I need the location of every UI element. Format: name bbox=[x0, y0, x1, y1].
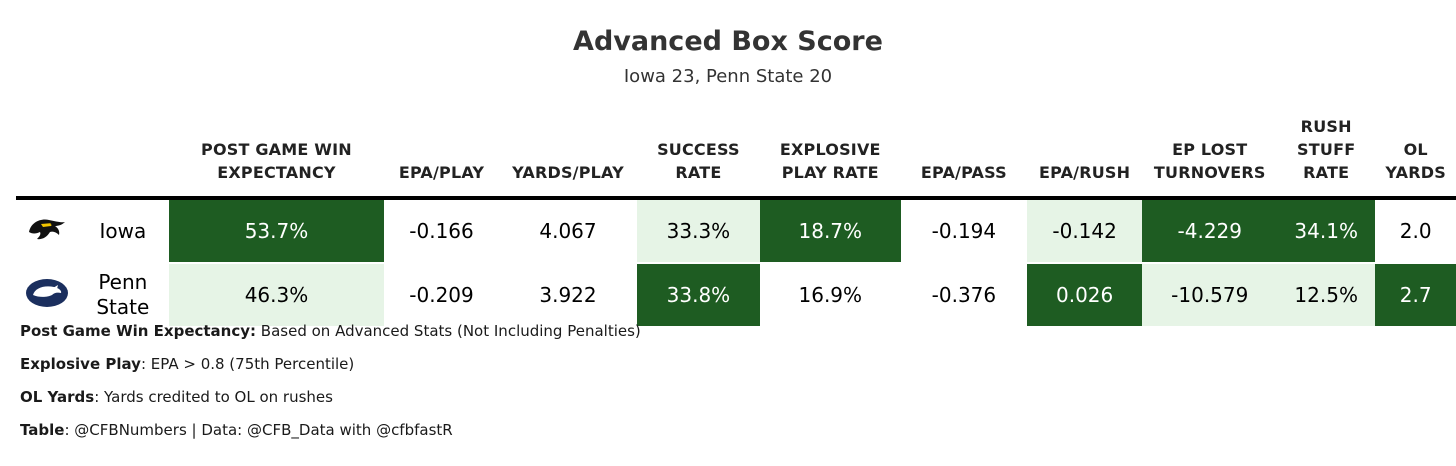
footnote-ol-yards: OL Yards: Yards credited to OL on rushes bbox=[20, 386, 641, 419]
team-name: Iowa bbox=[77, 198, 169, 264]
data-cell: 18.7% bbox=[759, 198, 901, 264]
data-cell: 3.922 bbox=[498, 263, 638, 326]
footnote-credits: Table: @CFBNumbers | Data: @CFB_Data wit… bbox=[20, 419, 641, 452]
data-cell: 2.0 bbox=[1375, 198, 1456, 264]
col-header-success-rate: SUCCESS RATE bbox=[637, 104, 760, 200]
col-header-explosive-play-rate: EXPLOSIVE PLAY RATE bbox=[759, 104, 901, 200]
logo-cell bbox=[16, 198, 78, 264]
penn-state-nittany-lion-icon bbox=[25, 278, 68, 307]
footnotes: Post Game Win Expectancy: Based on Advan… bbox=[20, 320, 641, 452]
chart-subtitle: Iowa 23, Penn State 20 bbox=[623, 66, 833, 87]
data-cell: -0.376 bbox=[901, 263, 1027, 326]
data-cell: 33.3% bbox=[637, 198, 760, 264]
col-header-epa-play: EPA/PLAY bbox=[384, 104, 499, 200]
box-score-table: POST GAME WIN EXPECTANCY EPA/PLAY YARDS/… bbox=[16, 104, 1456, 326]
data-cell: 16.9% bbox=[759, 263, 901, 326]
footnote-label: OL Yards bbox=[20, 388, 95, 406]
data-cell: 46.3% bbox=[168, 263, 385, 326]
team-name: Penn State bbox=[96, 270, 150, 319]
data-cell: 34.1% bbox=[1277, 198, 1376, 264]
col-header-epa-rush: EPA/RUSH bbox=[1026, 104, 1143, 200]
footnote-text: : @CFBNumbers | Data: @CFB_Data with @cf… bbox=[64, 421, 453, 439]
col-header-ep-lost-turnovers: EP LOST TURNOVERS bbox=[1142, 104, 1278, 200]
data-cell: -0.166 bbox=[384, 198, 499, 264]
data-cell: -0.194 bbox=[901, 198, 1027, 264]
header-row: POST GAME WIN EXPECTANCY EPA/PLAY YARDS/… bbox=[16, 104, 1456, 200]
data-cell: 0.026 bbox=[1026, 263, 1143, 326]
footnote-win-expectancy: Post Game Win Expectancy: Based on Advan… bbox=[20, 320, 641, 353]
logo-header bbox=[16, 104, 78, 200]
iowa-hawkeye-icon bbox=[28, 219, 65, 239]
col-header-rush-stuff-rate: RUSH STUFF RATE bbox=[1277, 104, 1376, 200]
data-cell: 4.067 bbox=[498, 198, 638, 264]
footnote-text: Based on Advanced Stats (Not Including P… bbox=[256, 322, 641, 340]
team-header bbox=[77, 104, 169, 200]
footnote-explosive-play: Explosive Play: EPA > 0.8 (75th Percenti… bbox=[20, 353, 641, 386]
footnote-text: : Yards credited to OL on rushes bbox=[94, 388, 333, 406]
data-cell: -4.229 bbox=[1142, 198, 1278, 264]
table-row-penn-state: Penn State 46.3% -0.209 3.922 33.8% 16.9… bbox=[16, 263, 1456, 326]
footnote-label: Table bbox=[20, 421, 65, 439]
data-cell: -10.579 bbox=[1142, 263, 1278, 326]
data-cell: -0.209 bbox=[384, 263, 499, 326]
data-cell: 33.8% bbox=[637, 263, 760, 326]
data-cell: 12.5% bbox=[1277, 263, 1376, 326]
data-cell: 53.7% bbox=[168, 198, 385, 264]
footnote-label: Post Game Win Expectancy: bbox=[20, 322, 257, 340]
logo-cell bbox=[16, 263, 77, 326]
footnote-label: Explosive Play bbox=[20, 355, 141, 373]
data-cell: -0.142 bbox=[1026, 198, 1143, 264]
col-header-ol-yards: OL YARDS bbox=[1375, 104, 1456, 200]
data-cell: 2.7 bbox=[1375, 263, 1456, 326]
col-header-yards-play: YARDS/PLAY bbox=[498, 104, 638, 200]
col-header-epa-pass: EPA/PASS bbox=[901, 104, 1027, 200]
table-row-iowa: Iowa 53.7% -0.166 4.067 33.3% 18.7% -0.1… bbox=[16, 198, 1456, 264]
footnote-text: : EPA > 0.8 (75th Percentile) bbox=[140, 355, 355, 373]
chart-title: Advanced Box Score bbox=[573, 26, 883, 57]
col-header-win-expectancy: POST GAME WIN EXPECTANCY bbox=[168, 104, 385, 200]
